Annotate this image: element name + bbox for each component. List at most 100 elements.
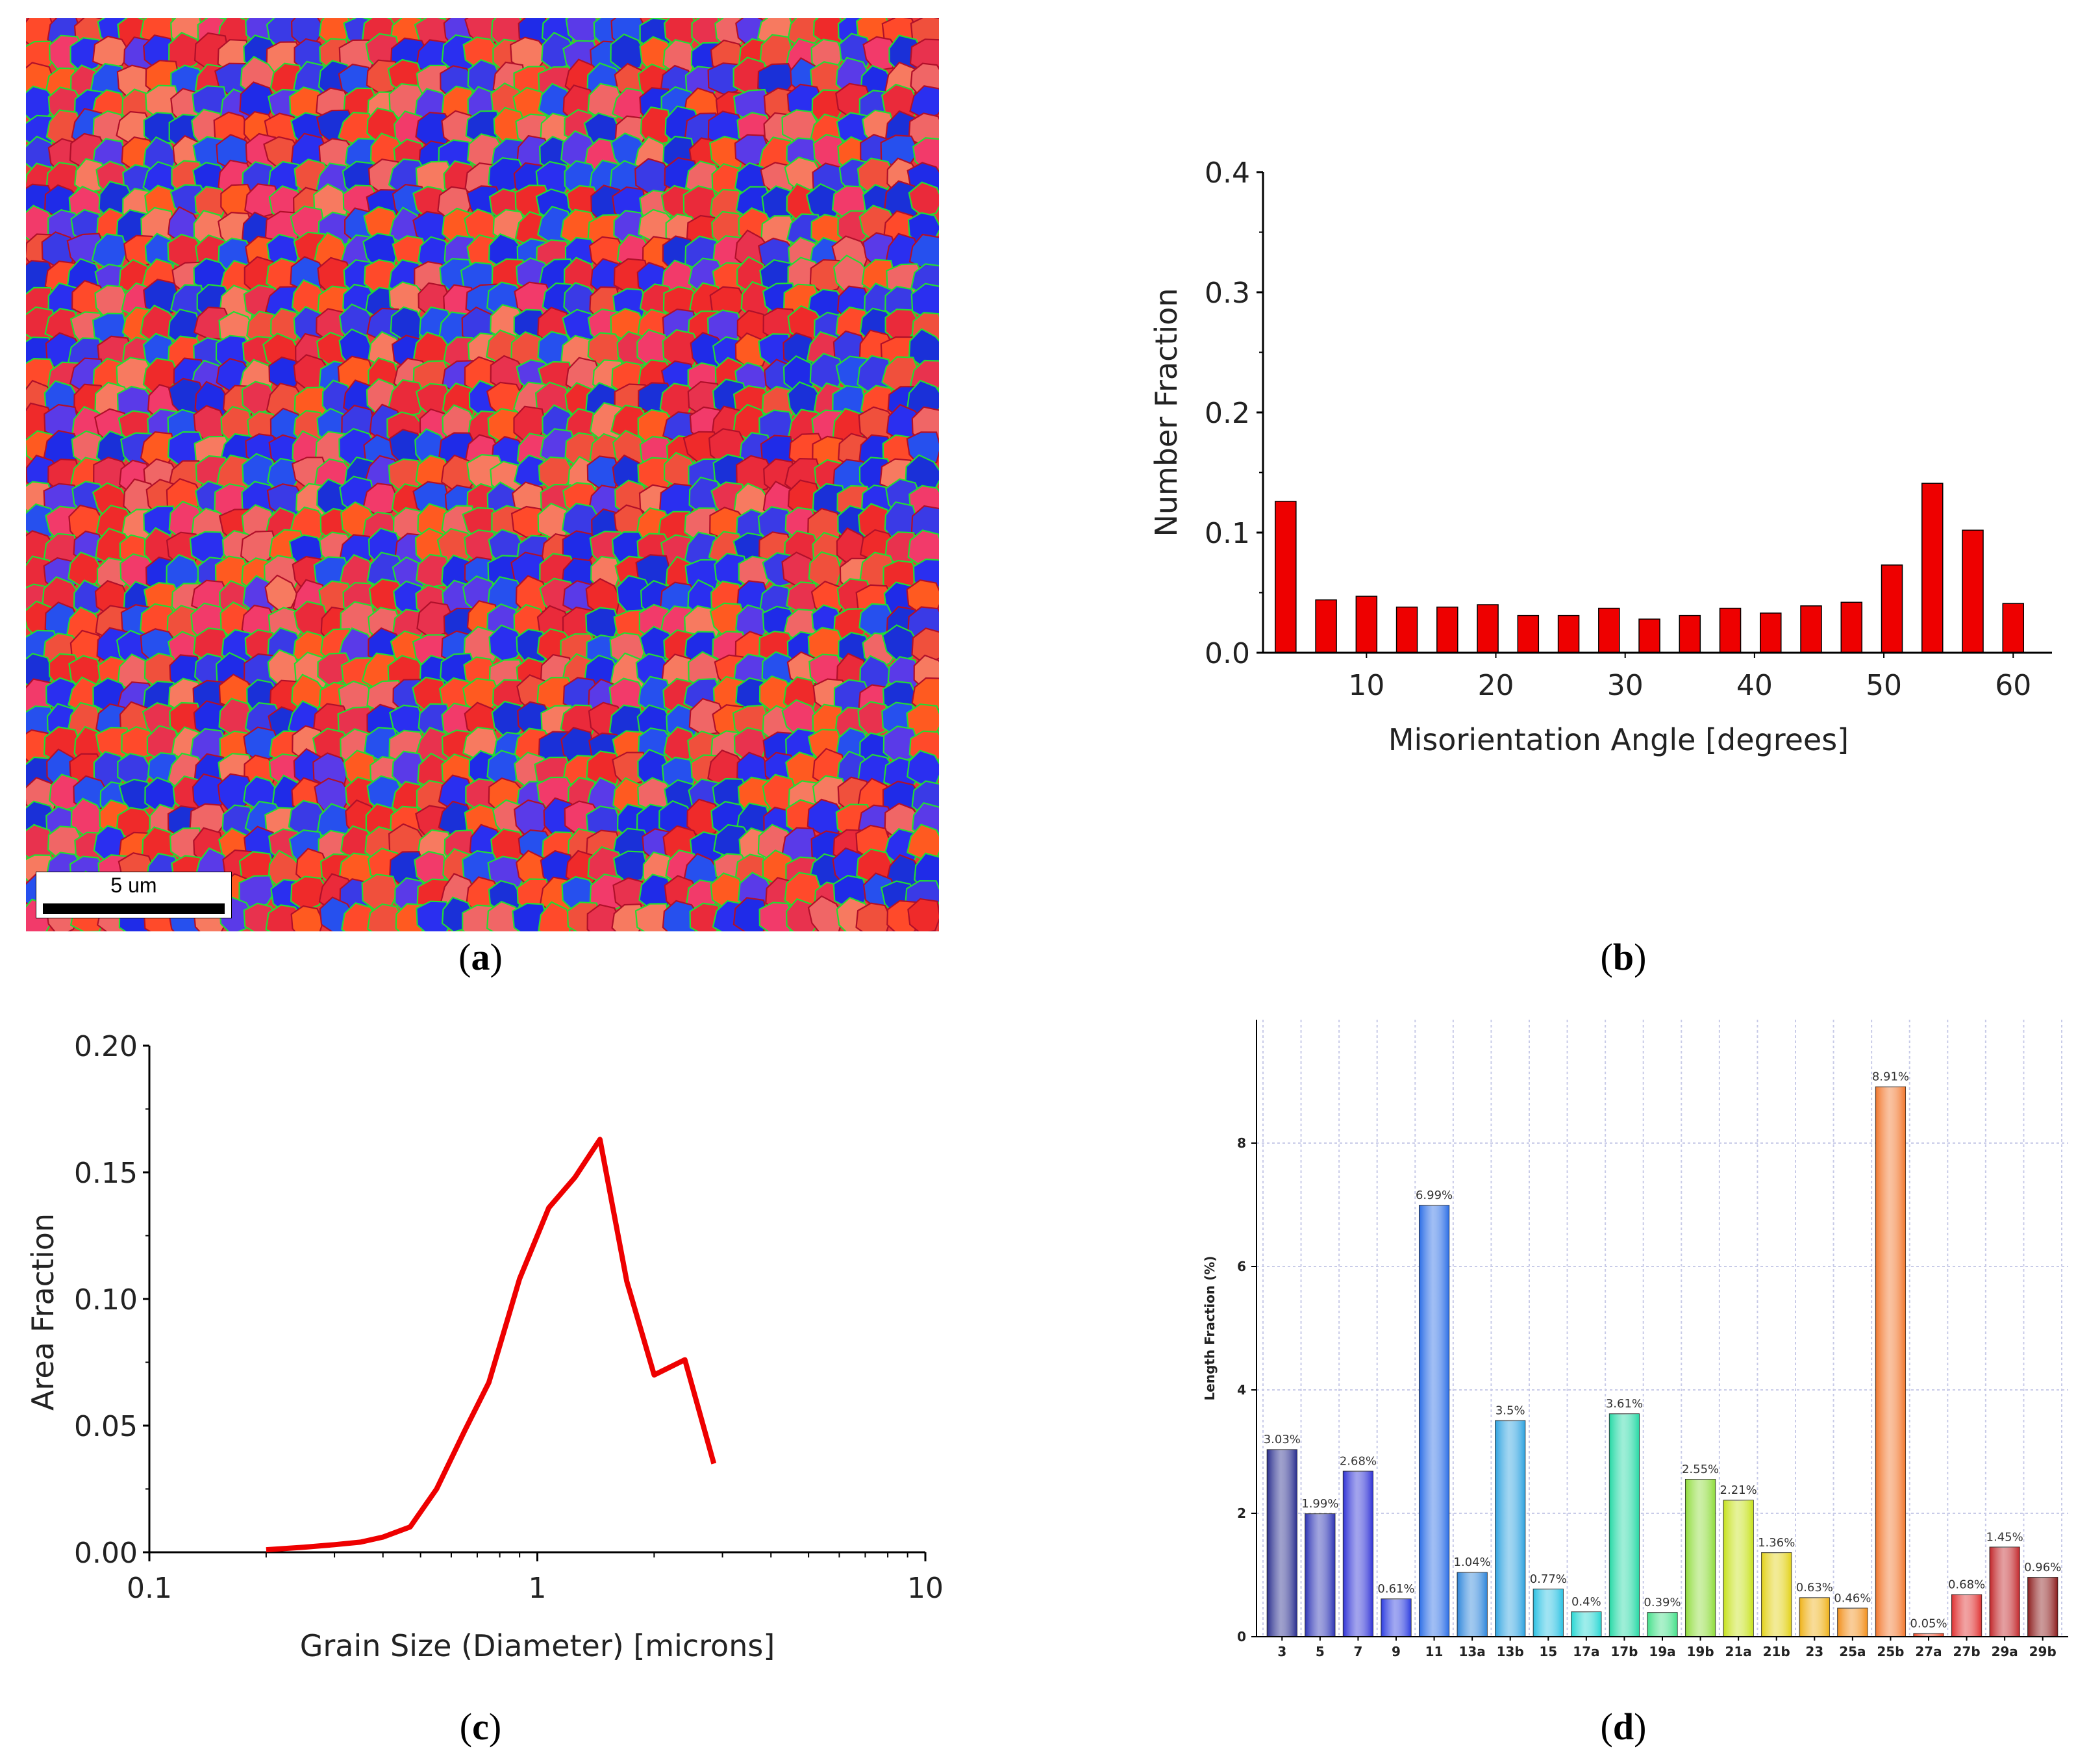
chart-c-y-tick-label: 0.10: [74, 1283, 138, 1317]
chart-d-x-tick-label: 23: [1805, 1644, 1823, 1659]
caption-b: (b): [1600, 936, 1647, 978]
grain: [736, 455, 774, 494]
chart-d-data-label: 3.5%: [1495, 1404, 1525, 1418]
chart-c-x-tick-label: 10: [907, 1572, 944, 1605]
chart-b-bar: [1921, 483, 1944, 653]
grain: [858, 603, 895, 636]
chart-d-bar-shine: [1533, 1589, 1564, 1637]
chart-b-bar: [1598, 607, 1620, 653]
chart-d-x-tick-label: 13b: [1497, 1644, 1524, 1659]
chart-d-data-label: 2.68%: [1340, 1454, 1377, 1468]
chart-d-x-tick-label: 7: [1353, 1644, 1362, 1659]
chart-b-x-tick-label: 60: [1995, 669, 2031, 702]
chart-c-y-tick-label: 0.15: [74, 1157, 138, 1190]
caption-c: (c): [459, 1706, 502, 1748]
chart-d-bar-shine: [1381, 1599, 1411, 1637]
chart-d-data-label: 0.05%: [1910, 1617, 1947, 1630]
chart-d-x-tick-label: 11: [1425, 1644, 1444, 1659]
chart-b-x-tick-label: 20: [1478, 669, 1514, 702]
chart-d-bar-shine: [1609, 1414, 1640, 1637]
chart-c-y-tick-label: 0.00: [74, 1537, 138, 1570]
chart-d-x-tick-label: 25b: [1877, 1644, 1904, 1659]
chart-b-bar: [1557, 614, 1580, 653]
chart-d-bar-shine: [1267, 1450, 1297, 1637]
chart-d-x-tick-label: 21b: [1763, 1644, 1790, 1659]
chart-b-bar: [1517, 614, 1540, 653]
chart-d-data-label: 0.39%: [1644, 1596, 1681, 1609]
chart-d-x-tick-label: 5: [1316, 1644, 1325, 1659]
chart-b-y-tick-label: 0.1: [1205, 517, 1250, 550]
chart-c-x-tick-label: 0.1: [127, 1572, 172, 1605]
chart-d-data-label: 0.61%: [1377, 1582, 1414, 1596]
chart-d-data-label: 0.4%: [1571, 1595, 1601, 1609]
chart-d-x-tick-label: 25a: [1839, 1644, 1866, 1659]
chart-d-data-label: 0.46%: [1834, 1591, 1871, 1605]
ebsd-orientation-map: 5 um: [16, 8, 950, 942]
chart-d-bar-shine: [1990, 1547, 2020, 1637]
chart-d-x-tick-label: 27a: [1915, 1644, 1942, 1659]
chart-b-x-tick-label: 40: [1736, 669, 1773, 702]
chart-d-x-tick-label: 13a: [1458, 1644, 1485, 1659]
chart-b-x-tick-label: 30: [1607, 669, 1644, 702]
chart-d-bar-shine: [1761, 1552, 1792, 1637]
chart-d-x-tick-label: 21a: [1725, 1644, 1751, 1659]
caption-d: (d): [1600, 1706, 1647, 1748]
chart-b-bar: [1840, 601, 1863, 653]
chart-d-bar-shine: [1571, 1612, 1601, 1637]
chart-b-bar: [1275, 501, 1297, 653]
chart-b-bar: [1638, 618, 1660, 653]
chart-b-bar: [1962, 529, 1984, 653]
chart-b-x-tick-label: 50: [1866, 669, 1902, 702]
grain: [911, 627, 947, 666]
chart-d-bar-shine: [1723, 1500, 1753, 1637]
chart-d-bar-shine: [1838, 1608, 1868, 1637]
grain: [663, 726, 698, 765]
chart-d-x-tick-label: 29b: [2029, 1644, 2057, 1659]
grain-size-chart: 0.00 0.05 0.10 0.15 0.20 0.1 1 10 Grain Size (D…: [25, 1030, 944, 1663]
chart-d-bar-shine: [1343, 1471, 1373, 1637]
scale-bar-box: 5 um: [36, 872, 232, 918]
chart-b-x-tick-label: 10: [1348, 669, 1384, 702]
chart-d-x-tick-label: 15: [1539, 1644, 1557, 1659]
chart-d-data-label: 1.45%: [1986, 1530, 2023, 1544]
chart-b-y-tick-label: 0.4: [1205, 157, 1250, 190]
csl-boundary-chart: 3.03% 1.99% 2.68% 0.61% 6.99% 1.04% 3.5% 0.77% 0…: [1202, 1020, 2068, 1659]
chart-d-bar-shine: [1951, 1594, 1982, 1637]
chart-d-y-tick-label: 4: [1237, 1382, 1246, 1398]
chart-d-x-tick-label: 27b: [1953, 1644, 1980, 1659]
chart-c-y-tick-label: 0.20: [74, 1030, 138, 1063]
chart-b-ylabel: Number Fraction: [1149, 288, 1184, 536]
chart-d-bar-shine: [1685, 1479, 1716, 1637]
chart-d-x-tick-label: 17a: [1573, 1644, 1599, 1659]
chart-d-data-label: 6.99%: [1416, 1189, 1453, 1202]
chart-c-y-tick-label: 0.05: [74, 1410, 138, 1443]
chart-b-bar: [1436, 606, 1458, 653]
chart-b-xlabel: Misorientation Angle [degrees]: [1388, 722, 1849, 757]
chart-d-y-tick-label: 0: [1237, 1629, 1246, 1644]
chart-b-bar: [1395, 606, 1418, 653]
chart-b-bar: [1719, 607, 1742, 653]
chart-d-bar-shine: [2027, 1577, 2058, 1637]
grain: [907, 898, 941, 935]
chart-d-data-label: 3.61%: [1606, 1397, 1643, 1411]
chart-c-ylabel: Area Fraction: [25, 1213, 60, 1411]
caption-a: (a): [458, 936, 503, 978]
chart-d-data-label: 1.04%: [1454, 1556, 1491, 1569]
grain: [467, 58, 502, 97]
chart-d-ylabel: Length Fraction (%): [1202, 1256, 1218, 1401]
chart-d-data-label: 0.68%: [1948, 1578, 1985, 1591]
chart-d-data-label: 3.03%: [1264, 1433, 1301, 1446]
chart-d-bar-shine: [1799, 1598, 1830, 1637]
chart-b-y-tick-label: 0.0: [1205, 637, 1250, 670]
chart-c-x-tick-label: 1: [529, 1572, 547, 1605]
chart-b-bar: [1760, 612, 1782, 653]
grain-size-line: [266, 1137, 717, 1553]
chart-d-bar-shine: [1305, 1513, 1335, 1637]
scale-bar: [43, 903, 225, 914]
chart-c-xlabel: Grain Size (Diameter) [microns]: [300, 1628, 775, 1663]
chart-d-data-label: 2.21%: [1720, 1483, 1757, 1497]
chart-d-data-label: 0.77%: [1530, 1572, 1567, 1586]
grain: [388, 379, 427, 418]
chart-d-data-label: 0.96%: [2024, 1561, 2061, 1574]
chart-d-data-label: 1.99%: [1301, 1497, 1338, 1511]
